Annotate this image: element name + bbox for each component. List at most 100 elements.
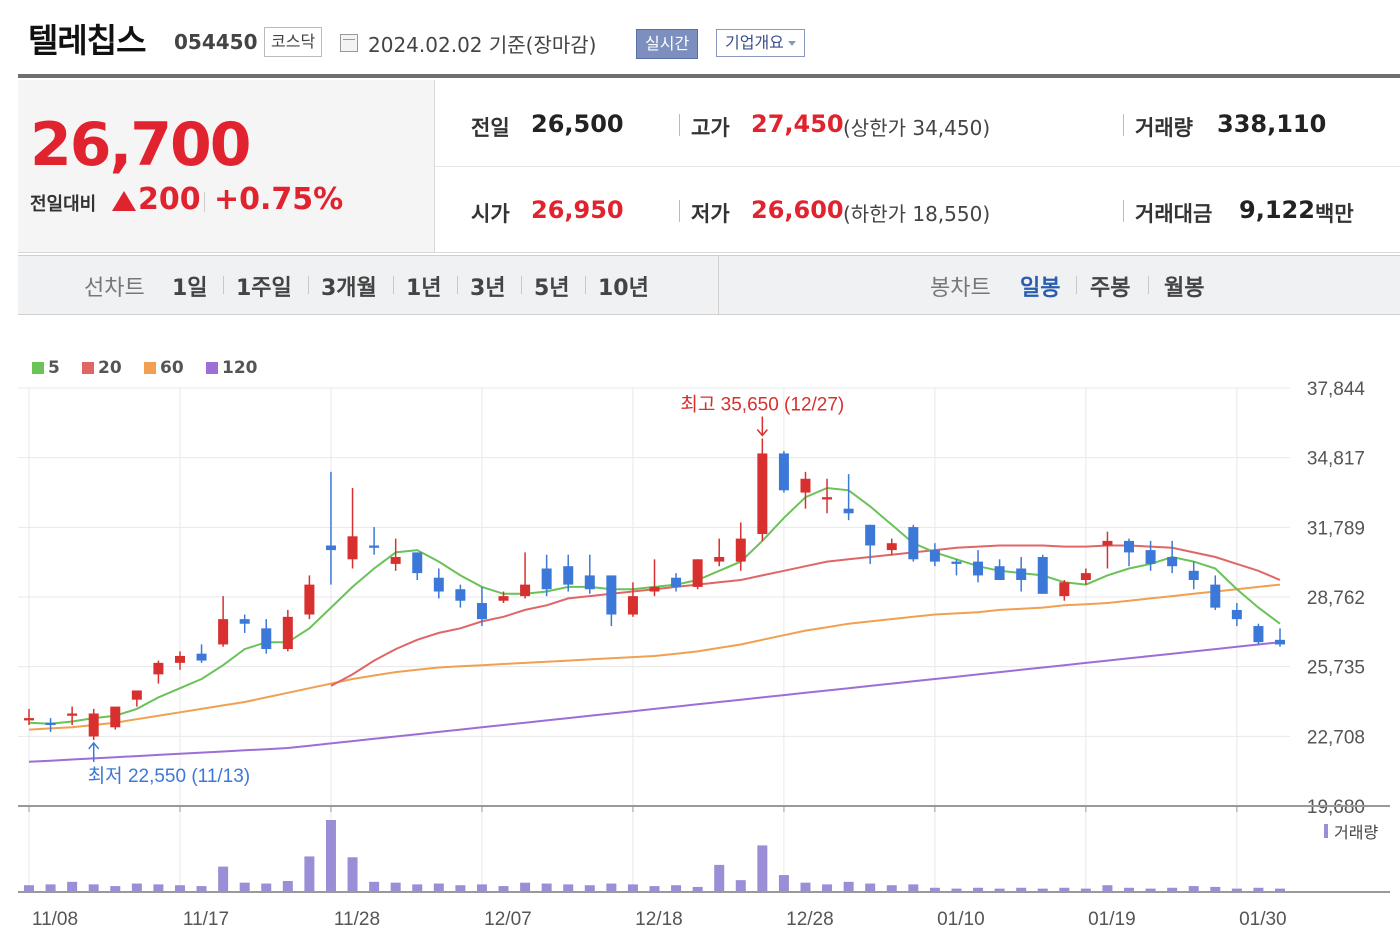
tab-10y[interactable]: 10년	[598, 276, 649, 301]
volume-bar	[412, 884, 423, 892]
candle-up	[390, 557, 401, 564]
volume-bar	[800, 882, 811, 892]
quote-panel: 26,700 전일대비 200 +0.75% 전일 26,500 고가 27,4…	[18, 80, 1400, 253]
volume-bar	[778, 875, 789, 892]
realtime-button[interactable]: 실시간	[636, 29, 699, 59]
volume-bar	[994, 888, 1005, 892]
current-price: 26,700	[30, 110, 252, 180]
candle-up	[88, 713, 99, 737]
high-value: 27,450	[751, 110, 844, 138]
tab-daily[interactable]: 일봉	[1020, 276, 1061, 301]
upper-limit: (상한가 34,450)	[843, 116, 991, 140]
tab-5y[interactable]: 5년	[534, 276, 570, 301]
legend-swatch	[144, 362, 156, 374]
candle-down	[1124, 540, 1135, 553]
candle-down	[1016, 568, 1027, 581]
y-tick-label: 28,762	[1307, 588, 1365, 609]
volume-bar	[843, 881, 854, 892]
volume-bar	[196, 886, 207, 892]
candle-down	[563, 566, 574, 585]
tab-1d[interactable]: 1일	[172, 276, 208, 301]
candle-down	[843, 508, 854, 514]
x-tick-label: 12/18	[635, 909, 683, 930]
volume-bar	[153, 884, 164, 892]
volume-bar	[908, 884, 919, 892]
candle-down	[1145, 550, 1156, 564]
tab-3m[interactable]: 3개월	[321, 276, 377, 301]
tab-monthly[interactable]: 월봉	[1164, 276, 1205, 301]
tab-1w[interactable]: 1주일	[236, 276, 292, 301]
candle-down	[908, 527, 919, 560]
candle-down	[951, 561, 962, 564]
candle-down	[1167, 557, 1178, 567]
quote-separator	[1123, 200, 1124, 222]
tab-3y[interactable]: 3년	[470, 276, 506, 301]
x-tick-label: 01/30	[1239, 909, 1287, 930]
volume-bar	[1037, 888, 1048, 892]
candle-down	[671, 577, 682, 587]
candle-down	[261, 628, 272, 650]
high-arrow-head	[756, 429, 768, 437]
quote-separator	[1123, 114, 1124, 136]
tabs-divider	[718, 256, 719, 314]
candle-up	[131, 690, 142, 700]
y-tick-label: 31,789	[1307, 518, 1365, 539]
candle-down	[865, 524, 876, 546]
volume-bar	[261, 883, 272, 892]
volume-bar	[45, 884, 56, 892]
candle-down	[455, 589, 466, 601]
candle-up	[498, 596, 509, 601]
y-tick-label: 22,708	[1307, 727, 1365, 748]
change-value: 200	[138, 182, 201, 217]
volume-bar	[390, 882, 401, 892]
company-overview-dropdown[interactable]: 기업개요	[716, 29, 805, 57]
volume-bar	[1210, 886, 1221, 892]
candle-up	[1059, 582, 1070, 597]
legend-ma120-label: 120	[222, 358, 258, 378]
open-value: 26,950	[531, 196, 624, 224]
volume-bar	[886, 885, 897, 892]
volume-bar	[1275, 888, 1285, 892]
candle-chart-label: 봉차트	[930, 276, 991, 301]
legend-ma60-label: 60	[160, 358, 184, 378]
x-tick-label: 12/07	[484, 909, 532, 930]
volume-bar	[476, 884, 487, 892]
low-arrow-head	[88, 741, 100, 750]
ma120-line	[28, 641, 1281, 763]
candle-up	[520, 584, 531, 597]
volume-bar	[24, 885, 34, 892]
volume-bar	[649, 886, 660, 892]
high-label: 고가	[691, 116, 730, 140]
volume-bar	[347, 857, 358, 892]
tab-separator	[223, 276, 224, 294]
candle-up	[627, 596, 638, 615]
candle-down	[973, 561, 984, 576]
candle-down	[541, 568, 552, 590]
volume-bar	[239, 882, 250, 892]
tab-1y[interactable]: 1년	[406, 276, 442, 301]
x-tick-label: 01/19	[1088, 909, 1136, 930]
volume-bar	[1016, 887, 1027, 892]
volume-bar	[951, 888, 962, 892]
quote-separator	[679, 200, 680, 222]
candle-up	[822, 497, 833, 500]
low-label: 저가	[691, 202, 730, 226]
tab-weekly[interactable]: 주봉	[1090, 276, 1131, 301]
tab-separator	[308, 276, 309, 294]
legend-ma20: 20	[82, 358, 122, 378]
candle-up	[110, 706, 121, 728]
tab-separator	[1076, 276, 1077, 294]
volume-bar	[541, 883, 552, 892]
candle-up	[347, 536, 358, 560]
x-tick-label: 11/17	[183, 909, 229, 930]
y-tick-label: 19,680	[1307, 797, 1365, 818]
legend-ma120: 120	[206, 358, 258, 378]
amount-unit: 백만	[1315, 202, 1354, 226]
candle-up	[282, 616, 293, 650]
candle-down	[1275, 639, 1285, 645]
candle-down	[606, 575, 617, 615]
prev-close-label: 전일	[471, 116, 510, 140]
volume-bar	[1102, 885, 1113, 892]
legend-swatch	[82, 362, 94, 374]
volume-bar	[1145, 888, 1156, 892]
